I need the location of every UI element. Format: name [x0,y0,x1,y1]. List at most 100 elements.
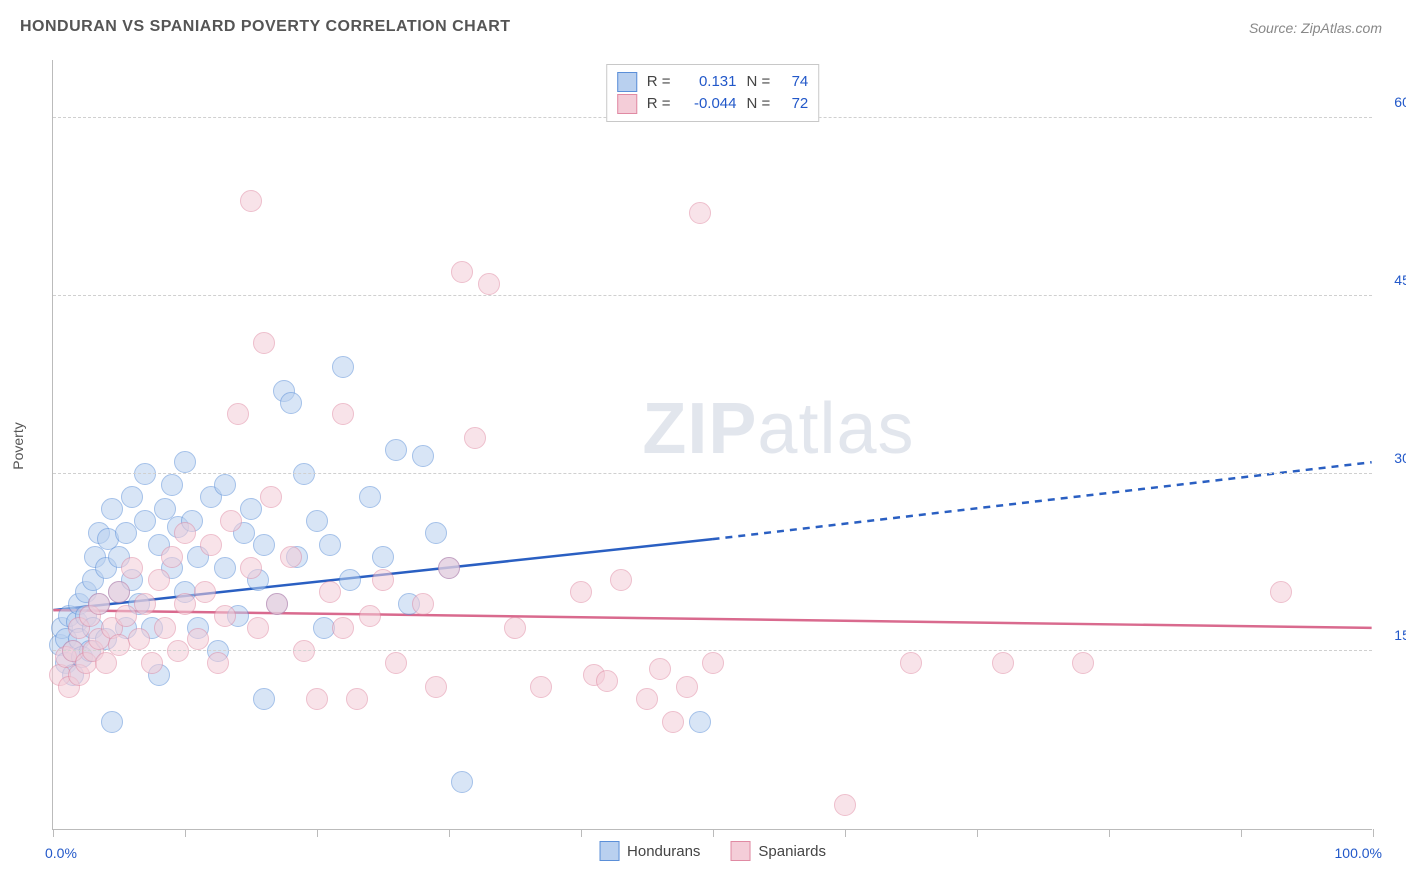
data-point [174,522,196,544]
legend-row: R = 0.131 N = 74 [617,71,809,93]
n-value: 74 [780,71,808,93]
x-axis-max-label: 100.0% [1335,845,1382,861]
data-point [253,688,275,710]
data-point [319,581,341,603]
y-tick-label: 45.0% [1394,272,1406,288]
r-value: 0.131 [681,71,737,93]
data-point [240,190,262,212]
legend-item: Spaniards [730,841,826,861]
y-tick-label: 15.0% [1394,627,1406,643]
data-point [280,546,302,568]
data-point [227,403,249,425]
data-point [359,605,381,627]
data-point [313,617,335,639]
data-point [115,605,137,627]
data-point [214,474,236,496]
data-point [425,522,447,544]
data-point [385,652,407,674]
data-point [332,403,354,425]
data-point [240,557,262,579]
data-point [649,658,671,680]
r-label: R = [647,71,671,93]
legend-swatch [599,841,619,861]
data-point [266,593,288,615]
data-point [134,463,156,485]
data-point [332,617,354,639]
gridline-h [53,295,1372,296]
data-point [834,794,856,816]
data-point [148,569,170,591]
data-point [200,534,222,556]
x-tick [713,829,714,837]
data-point [1072,652,1094,674]
data-point [280,392,302,414]
data-point [412,445,434,467]
x-tick [185,829,186,837]
trend-lines-layer [53,60,1372,829]
x-tick [317,829,318,837]
legend-label: Spaniards [758,843,826,860]
gridline-h [53,650,1372,651]
data-point [220,510,242,532]
data-point [412,593,434,615]
data-point [530,676,552,698]
data-point [306,688,328,710]
data-point [359,486,381,508]
data-point [332,356,354,378]
x-tick [1109,829,1110,837]
series-legend: HonduransSpaniards [599,841,826,861]
data-point [596,670,618,692]
data-point [689,711,711,733]
data-point [610,569,632,591]
data-point [464,427,486,449]
data-point [662,711,684,733]
data-point [478,273,500,295]
y-tick-label: 60.0% [1394,94,1406,110]
data-point [134,593,156,615]
data-point [253,332,275,354]
data-point [187,628,209,650]
data-point [689,202,711,224]
data-point [293,640,315,662]
data-point [141,652,163,674]
data-point [88,593,110,615]
watermark-bold: ZIP [642,389,757,469]
data-point [1270,581,1292,603]
n-value: 72 [780,93,808,115]
data-point [451,261,473,283]
data-point [253,534,275,556]
data-point [134,510,156,532]
r-label: R = [647,93,671,115]
data-point [101,711,123,733]
data-point [161,474,183,496]
data-point [214,557,236,579]
data-point [293,463,315,485]
n-label: N = [747,71,771,93]
legend-swatch [730,841,750,861]
plot-area: ZIPatlas R =0.131N =74R =-0.044N =72 15.… [52,60,1372,830]
data-point [570,581,592,603]
data-point [438,557,460,579]
data-point [207,652,229,674]
data-point [108,634,130,656]
watermark: ZIPatlas [642,388,914,470]
watermark-light: atlas [757,389,914,469]
data-point [319,534,341,556]
data-point [339,569,361,591]
legend-swatch [617,94,637,114]
legend-swatch [617,72,637,92]
data-point [451,771,473,793]
data-point [992,652,1014,674]
data-point [154,617,176,639]
data-point [161,546,183,568]
x-tick [1241,829,1242,837]
chart-title: HONDURAN VS SPANIARD POVERTY CORRELATION… [20,18,511,36]
y-tick-label: 30.0% [1394,450,1406,466]
data-point [306,510,328,532]
data-point [372,546,394,568]
data-point [385,439,407,461]
data-point [174,451,196,473]
data-point [121,486,143,508]
x-tick [977,829,978,837]
data-point [425,676,447,698]
